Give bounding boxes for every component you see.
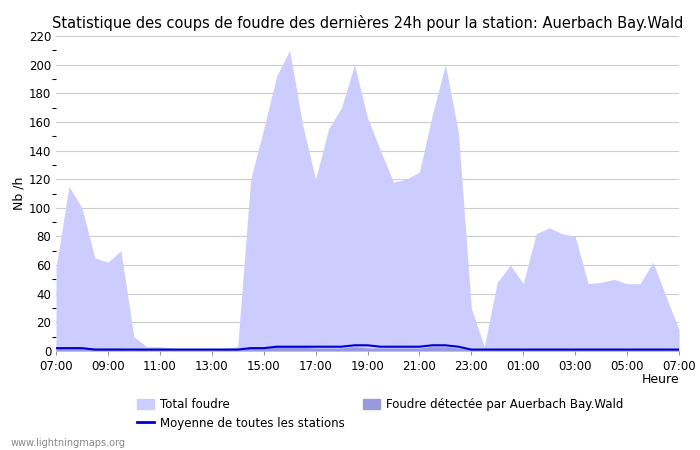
Y-axis label: Nb /h: Nb /h: [13, 177, 26, 210]
Title: Statistique des coups de foudre des dernières 24h pour la station: Auerbach Bay.: Statistique des coups de foudre des dern…: [52, 15, 683, 31]
Legend: Total foudre, Moyenne de toutes les stations, Foudre détectée par Auerbach Bay.W: Total foudre, Moyenne de toutes les stat…: [136, 398, 624, 430]
Text: www.lightningmaps.org: www.lightningmaps.org: [10, 438, 125, 448]
Text: Heure: Heure: [641, 373, 679, 386]
